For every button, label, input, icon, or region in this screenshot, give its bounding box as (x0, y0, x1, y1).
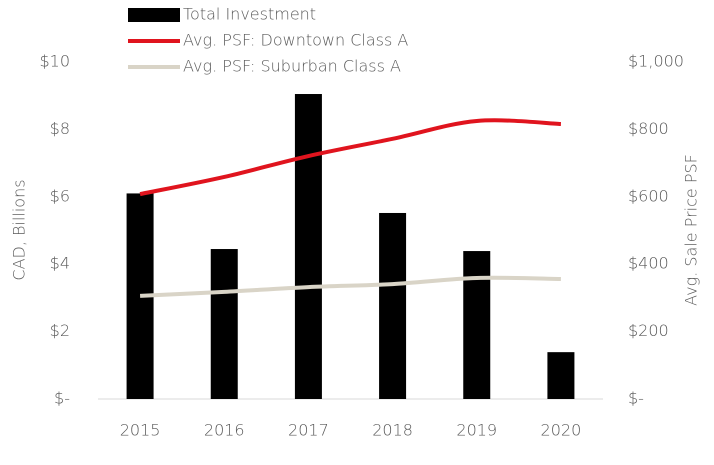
legend-swatch (128, 8, 180, 22)
legend-label: Avg. PSF: Downtown Class A (183, 31, 408, 50)
legend-label: Avg. PSF: Suburban Class A (183, 57, 401, 76)
y-tick-label: $4 (50, 254, 70, 273)
y2-axis-title: Avg. Sale Price PSF (682, 154, 701, 306)
x-tick-label: 2017 (288, 421, 329, 440)
y2-tick-label: $600 (628, 186, 669, 205)
line (139, 118, 561, 197)
line (139, 275, 561, 298)
x-tick-label: 2018 (372, 421, 413, 440)
x-tick-label: 2015 (120, 421, 161, 440)
y2-tick-label: $200 (628, 321, 669, 340)
y-tick-label: $10 (39, 52, 70, 71)
bar (210, 249, 238, 399)
y2-tick-label: $400 (628, 254, 669, 273)
legend-label: Total Investment (183, 5, 316, 24)
y-tick-label: $- (54, 389, 70, 408)
bar (463, 251, 491, 399)
y2-tick-label: $800 (628, 119, 669, 138)
y2-tick-label: $1,000 (628, 52, 684, 71)
bar (294, 94, 322, 399)
bar (379, 212, 407, 399)
y-tick-label: $6 (50, 186, 70, 205)
bar (547, 352, 575, 399)
y-axis-title: CAD, Billions (10, 179, 29, 280)
x-tick-label: 2019 (456, 421, 497, 440)
y-tick-label: $8 (50, 119, 70, 138)
y-tick-label: $2 (50, 321, 70, 340)
x-tick-label: 2020 (541, 421, 582, 440)
y2-tick-label: $- (628, 389, 644, 408)
x-tick-label: 2016 (204, 421, 245, 440)
